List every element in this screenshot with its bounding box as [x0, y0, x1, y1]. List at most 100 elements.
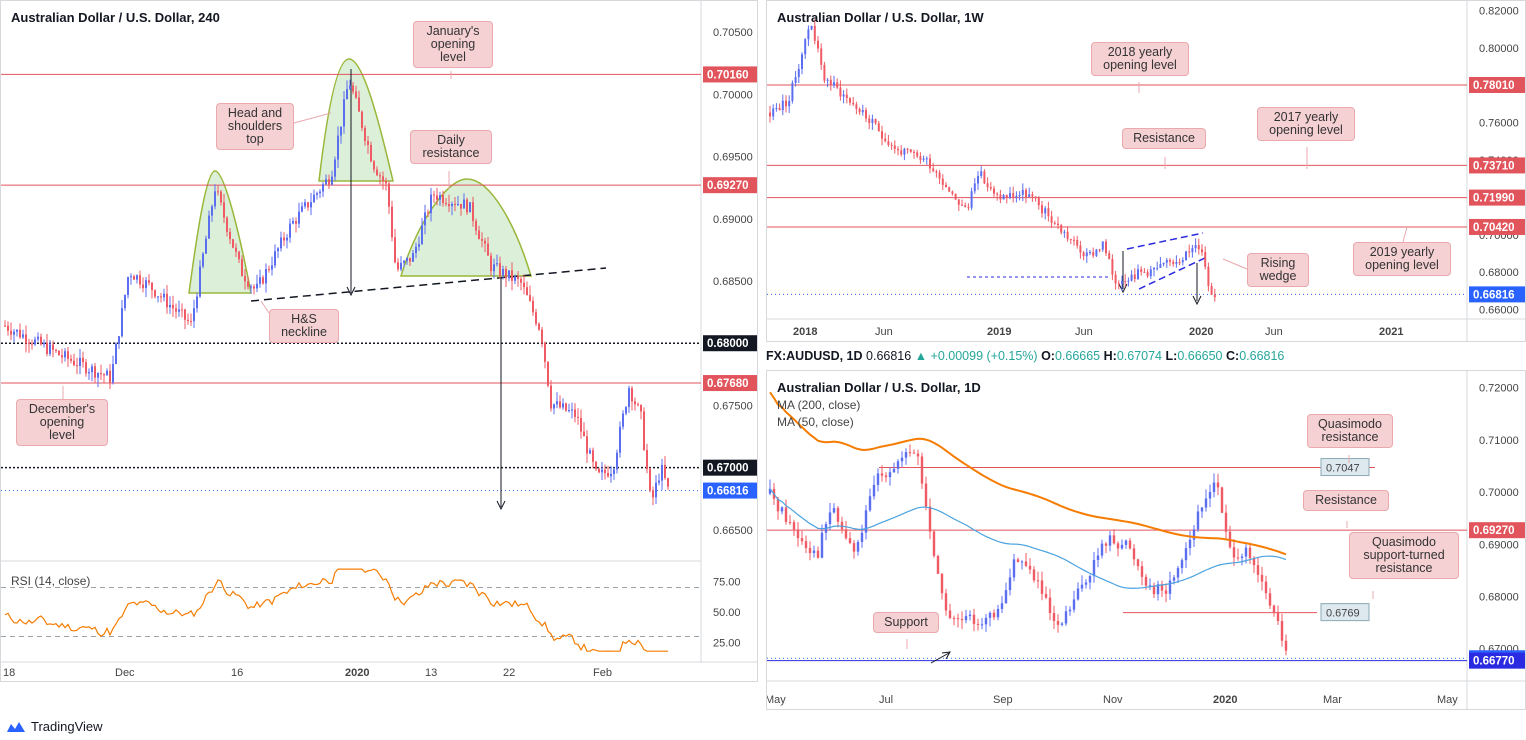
- h4-candle: [457, 203, 459, 206]
- daily-candle: [1028, 565, 1032, 570]
- weekly-candle: [1025, 189, 1027, 198]
- callout-resistance-weekly: Resistance: [1122, 128, 1206, 149]
- h4-candle: [349, 85, 351, 90]
- h4-candle: [28, 343, 30, 345]
- h4-candle: [448, 203, 450, 207]
- weekly-candle: [961, 204, 963, 206]
- h4-candle: [193, 308, 195, 322]
- h4-candle: [25, 334, 27, 344]
- h4-candle: [112, 363, 114, 383]
- weekly-candle: [881, 131, 883, 139]
- weekly-candle: [890, 144, 893, 146]
- h4-candle: [217, 191, 219, 193]
- h4-candle: [175, 308, 177, 312]
- h4-x-tick: 16: [231, 667, 243, 679]
- weekly-candle: [1201, 249, 1203, 253]
- h4-candle: [406, 257, 408, 261]
- daily-candle: [1016, 559, 1020, 563]
- weekly-candle: [1156, 267, 1159, 269]
- daily-candle: [780, 507, 784, 512]
- h4-candle: [529, 295, 531, 301]
- tradingview-logo[interactable]: TradingView: [4, 718, 103, 734]
- h4-candle: [322, 184, 324, 192]
- h4-candle: [118, 336, 120, 344]
- h4-candle: [550, 385, 552, 409]
- daily-candle: [808, 548, 812, 554]
- weekly-candle: [1197, 245, 1200, 250]
- h4-candle: [388, 183, 390, 207]
- daily-candle: [1056, 620, 1060, 625]
- h4-chart-panel[interactable]: 0.70500 0.70000 0.69500 0.69000 0.68500 0.680…: [0, 0, 758, 682]
- h4-candle: [484, 240, 486, 244]
- h4-candle: [163, 293, 165, 298]
- weekly-candle: [829, 79, 832, 86]
- daily-x-tick: May: [767, 694, 786, 706]
- weekly-candle: [1178, 262, 1181, 264]
- weekly-price-tag-bg: [1469, 189, 1525, 206]
- h4-candle: [589, 450, 591, 454]
- callout-pointer: [1222, 258, 1248, 270]
- daily-candle: [1020, 561, 1024, 563]
- weekly-price-tag: 0.78010: [1473, 80, 1515, 92]
- h4-candle: [280, 237, 282, 249]
- h4-candle: [292, 221, 294, 224]
- h4-chart-svg[interactable]: 0.70500 0.70000 0.69500 0.69000 0.68500 0.680…: [1, 1, 758, 682]
- daily-candle: [1188, 539, 1192, 549]
- h4-candle: [16, 329, 18, 332]
- weekly-candle: [868, 118, 871, 123]
- daily-candle: [1208, 492, 1212, 499]
- daily-candle: [788, 521, 792, 523]
- weekly-candle: [855, 104, 858, 109]
- daily-level-label: 0.7047: [1326, 463, 1360, 475]
- h4-candle: [253, 286, 255, 289]
- callout-quasimodo-resistance: Quasimodo resistance: [1307, 414, 1393, 448]
- h4-candle: [361, 111, 363, 129]
- weekly-candle: [903, 148, 906, 155]
- daily-candle: [832, 508, 836, 513]
- h4-candle: [37, 336, 39, 340]
- h4-candle: [463, 199, 465, 209]
- h4-candle: [214, 191, 216, 207]
- h4-candle: [379, 175, 381, 177]
- weekly-candle: [817, 40, 819, 49]
- weekly-candle: [1188, 251, 1191, 253]
- daily-candle: [1144, 576, 1148, 586]
- h4-candle: [373, 161, 375, 170]
- h4-candle: [331, 176, 333, 185]
- weekly-candle: [983, 171, 986, 184]
- h4-candle: [52, 344, 54, 350]
- h4-candle: [424, 212, 426, 226]
- daily-candle: [900, 457, 904, 462]
- weekly-chart-panel[interactable]: 0.820000.800000.760000.740000.700000.680…: [766, 0, 1526, 342]
- weekly-candle: [858, 108, 861, 113]
- h4-x-tick: Dec: [115, 667, 135, 679]
- daily-candle: [768, 488, 772, 494]
- h4-candle: [124, 294, 126, 309]
- support-arrow: [930, 652, 950, 664]
- h4-candle: [238, 251, 240, 260]
- daily-candle: [1180, 560, 1184, 569]
- weekly-candle: [804, 39, 807, 55]
- daily-candle: [904, 452, 908, 458]
- h4-candle: [313, 194, 315, 203]
- daily-candle: [1096, 555, 1100, 560]
- weekly-chart-svg[interactable]: 0.820000.800000.760000.740000.700000.680…: [767, 1, 1526, 342]
- daily-chart-svg[interactable]: 0.720000.710000.700000.690000.680000.670…: [767, 371, 1526, 710]
- daily-chart-panel[interactable]: 0.72000 0.71000 0.70000 0.69000 0.68000 0.670…: [766, 370, 1526, 710]
- daily-candle: [852, 543, 856, 552]
- daily-x-tick: Nov: [1103, 694, 1123, 706]
- daily-candle: [796, 529, 800, 539]
- h4-candle: [382, 176, 384, 182]
- h4-candle: [364, 128, 366, 142]
- h4-candle: [532, 300, 534, 313]
- daily-x-tick: May: [1437, 694, 1458, 706]
- daily-candle: [1212, 482, 1216, 493]
- h4-x-tick: Feb: [593, 667, 612, 679]
- h4-candle: [427, 212, 429, 214]
- weekly-candle: [823, 64, 826, 81]
- weekly-candle: [993, 188, 995, 194]
- daily-candle: [864, 510, 868, 533]
- daily-candle: [776, 498, 780, 512]
- h4-candle: [136, 275, 138, 280]
- h4-candle: [478, 230, 480, 240]
